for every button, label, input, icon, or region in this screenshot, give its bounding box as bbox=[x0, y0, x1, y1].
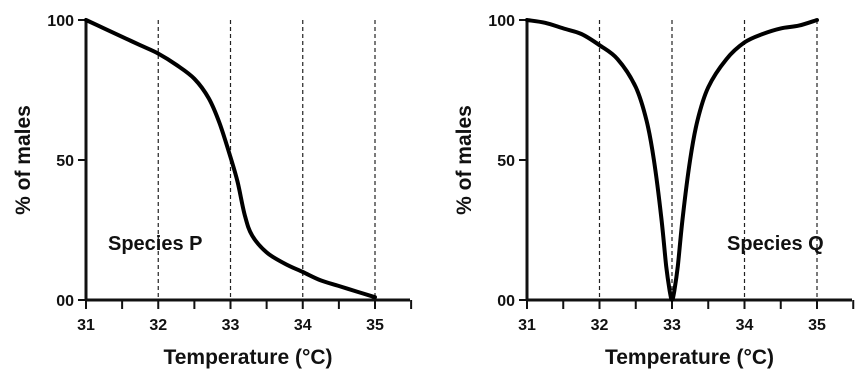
chart-2-y-tick-label: 00 bbox=[497, 293, 515, 310]
chart-2-x-tick-label: 32 bbox=[591, 317, 609, 334]
chart-1-y-tick-label: 50 bbox=[56, 153, 74, 170]
chart-1-x-tick-label: 34 bbox=[294, 317, 312, 334]
chart-2-y-tick-label: 100 bbox=[488, 13, 515, 30]
chart-1-curve bbox=[84, 18, 377, 300]
chart-1-y-axis-title: % of males bbox=[12, 105, 35, 215]
chart-2-x-axis-title: Temperature (°C) bbox=[605, 346, 774, 369]
chart-1-x-axis-title: Temperature (°C) bbox=[163, 346, 332, 369]
chart-2-species-label: Species Q bbox=[727, 233, 824, 255]
chart-1-x-tick-label: 31 bbox=[77, 317, 95, 334]
chart-2-x-tick-label: 33 bbox=[663, 317, 681, 334]
chart-1: 31 32 33 34 35 00 50 100 Temperature (°C) % of ma… bbox=[12, 13, 413, 369]
chart-1-species-label: Species P bbox=[108, 233, 203, 255]
chart-2: 31 32 33 34 35 00 50 100 Temperature (°C) % of ma… bbox=[453, 13, 855, 369]
chart-2-y-tick-label: 50 bbox=[497, 153, 515, 170]
chart-1-y-tick-label: 100 bbox=[47, 13, 74, 30]
chart-1-x-tick-label: 35 bbox=[366, 317, 384, 334]
chart-2-curve bbox=[525, 18, 819, 302]
chart-1-x-tick-label: 33 bbox=[222, 317, 240, 334]
chart-2-y-axis-title: % of males bbox=[453, 105, 476, 215]
chart-1-x-tick-label: 32 bbox=[149, 317, 167, 334]
chart-1-y-tick-label: 00 bbox=[56, 293, 74, 310]
chart-2-x-tick-label: 35 bbox=[808, 317, 826, 334]
chart-2-x-tick-label: 31 bbox=[518, 317, 536, 334]
chart-2-x-tick-label: 34 bbox=[736, 317, 754, 334]
